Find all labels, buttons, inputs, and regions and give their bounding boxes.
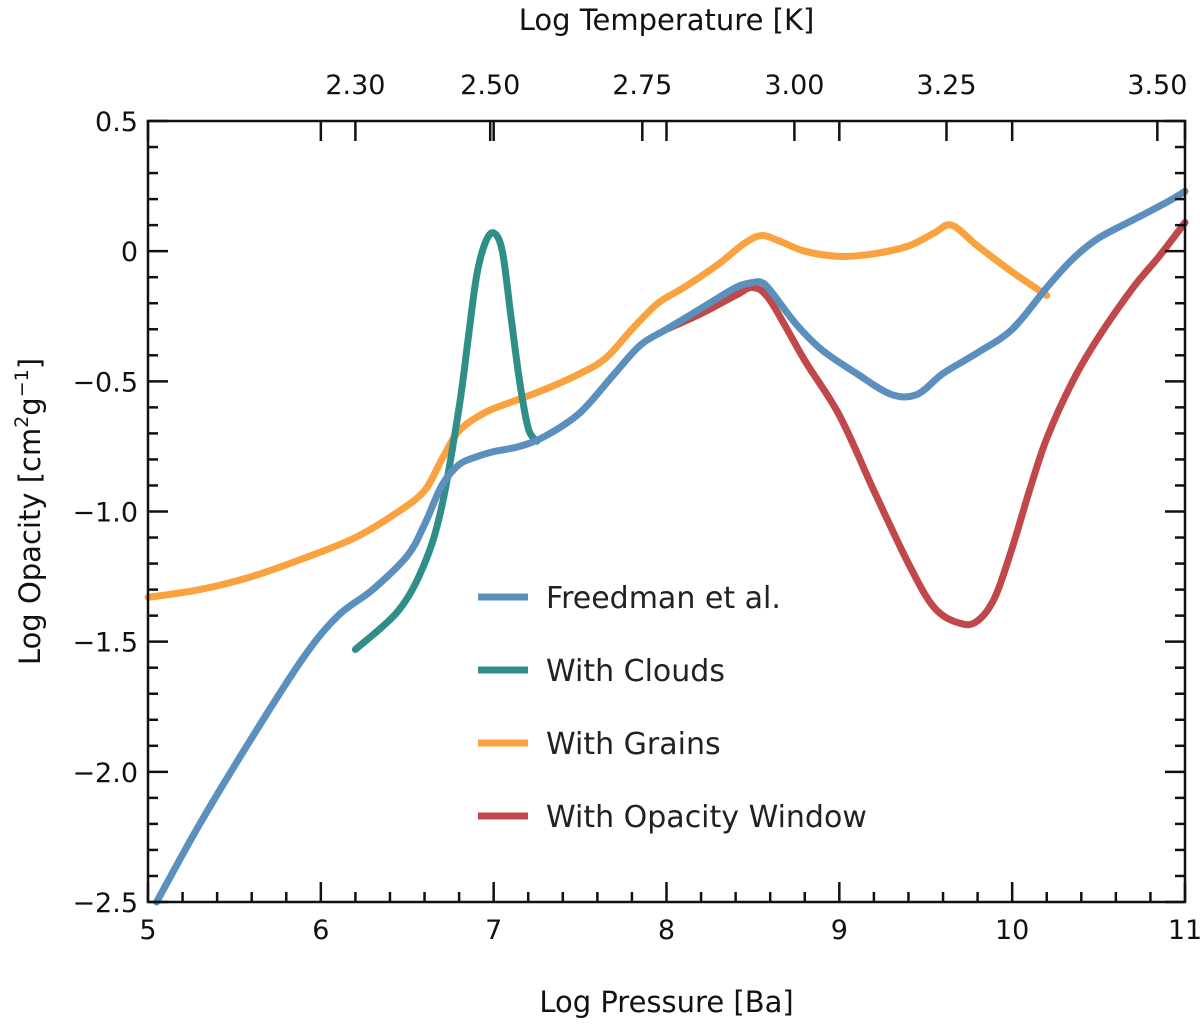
x-tick-label: 9 bbox=[831, 915, 848, 946]
y-axis-title-end: ] bbox=[13, 358, 47, 369]
series-line-freedman-et-al bbox=[153, 187, 1189, 906]
legend-label-with-grains: With Grains bbox=[546, 727, 721, 762]
top-axis-title: Log Temperature [K] bbox=[519, 3, 815, 37]
y-tick-label: −1.0 bbox=[72, 498, 138, 529]
series-line-with-grains bbox=[144, 221, 1051, 601]
top-tick-label: 3.50 bbox=[1127, 70, 1187, 101]
y-tick-label: −0.5 bbox=[72, 367, 138, 398]
x-tick-label: 8 bbox=[658, 915, 675, 946]
y-tick-label: −2.0 bbox=[72, 758, 138, 789]
y-axis-title-sup1: 2 bbox=[11, 416, 33, 428]
y-tick-label: −2.5 bbox=[72, 888, 138, 919]
legend-label-freedman-et-al: Freedman et al. bbox=[546, 581, 781, 616]
x-axis-title: Log Pressure [Ba] bbox=[539, 985, 793, 1019]
x-tick-label: 7 bbox=[485, 915, 502, 946]
series-layer bbox=[144, 187, 1189, 906]
top-tick-label: 3.00 bbox=[764, 70, 824, 101]
legend-label-with-clouds: With Clouds bbox=[546, 654, 725, 689]
top-tick-label: 2.30 bbox=[325, 70, 385, 101]
top-tick-label: 2.75 bbox=[612, 70, 672, 101]
legend: Freedman et al. With Clouds With Grains Wit… bbox=[478, 581, 867, 835]
legend-label-with-opacity-window: With Opacity Window bbox=[546, 800, 867, 835]
y-axis-title-main: Log Opacity [cm bbox=[13, 428, 47, 665]
y-tick-label: −1.5 bbox=[72, 628, 138, 659]
ticks-layer: 5 6 7 8 9 10 11 0.5 0 −0.5 −1.0 −1.5 −2.0 −2.5 2.30 2.5… bbox=[72, 70, 1200, 946]
y-axis-title: Log Opacity [cm2g−1] bbox=[11, 358, 47, 665]
y-axis-title-sup2: −1 bbox=[11, 369, 33, 397]
y-tick-label: 0.5 bbox=[95, 107, 138, 138]
x-tick-label: 11 bbox=[1168, 915, 1200, 946]
series-line-with-opacity-window bbox=[663, 219, 1189, 629]
top-tick-label: 2.50 bbox=[460, 70, 520, 101]
y-axis-title-mid: g bbox=[13, 397, 47, 415]
x-tick-label: 6 bbox=[312, 915, 329, 946]
series-line-with-clouds bbox=[351, 229, 541, 653]
plot-frame bbox=[146, 119, 1187, 904]
x-tick-label: 10 bbox=[995, 915, 1029, 946]
y-tick-label: 0 bbox=[121, 237, 138, 268]
top-tick-label: 3.25 bbox=[916, 70, 976, 101]
x-tick-label: 5 bbox=[139, 915, 156, 946]
